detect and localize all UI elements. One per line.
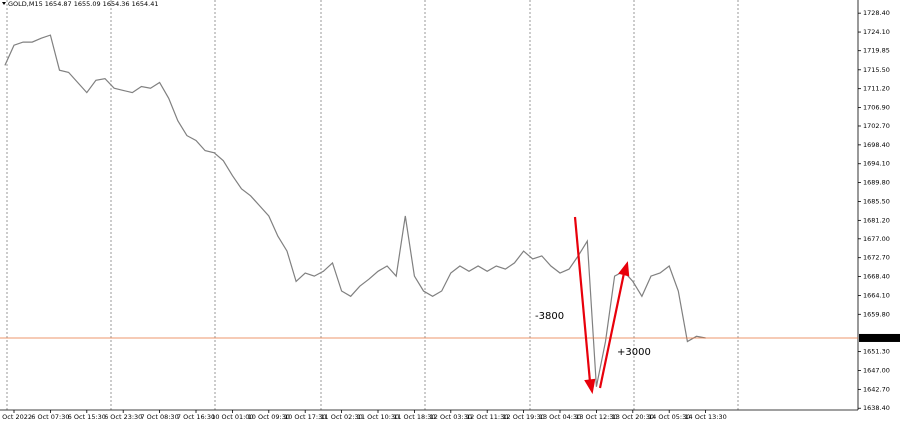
annotation: +3000 bbox=[617, 347, 651, 358]
x-tick-label: 14 Oct 05:30 bbox=[648, 413, 690, 421]
menu-icon[interactable] bbox=[2, 2, 6, 5]
y-tick-label: 1724.10 bbox=[863, 28, 890, 36]
arrow-up bbox=[598, 272, 626, 389]
y-tick-label: 1711.20 bbox=[863, 85, 890, 93]
y-tick-label: 1698.40 bbox=[863, 141, 890, 149]
x-tick-label: 14 Oct 13:30 bbox=[684, 413, 726, 421]
y-tick-label: 1651.30 bbox=[863, 348, 890, 356]
y-tick-label: 1728.40 bbox=[863, 9, 890, 17]
y-tick-label: 1689.80 bbox=[863, 179, 890, 187]
annotation: -3800 bbox=[535, 311, 564, 322]
y-tick-label: 1694.10 bbox=[863, 160, 890, 168]
x-tick-label: 12 Oct 03:30 bbox=[430, 413, 472, 421]
y-tick-label: 1719.85 bbox=[863, 47, 890, 55]
y-tick-label: 1685.50 bbox=[863, 197, 890, 205]
x-tick-label: 6 Oct 15:30 bbox=[68, 413, 106, 421]
period-separators bbox=[6, 0, 739, 410]
current-price-label: 1654.41 bbox=[861, 334, 888, 342]
x-tick-label: 11 Oct 18:30 bbox=[393, 413, 435, 421]
x-tick-label: 13 Oct 20:30 bbox=[612, 413, 654, 421]
y-tick-label: 1659.80 bbox=[863, 310, 890, 318]
y-tick-label: 1706.90 bbox=[863, 104, 890, 112]
arrow-down bbox=[573, 216, 592, 383]
arrows bbox=[573, 216, 630, 395]
x-tick-label: 7 Oct 16:30 bbox=[177, 413, 215, 421]
y-tick-label: 1702.70 bbox=[863, 122, 890, 130]
y-tick-label: 1715.50 bbox=[863, 66, 890, 74]
x-tick-label: 6 Oct 23:30 bbox=[104, 413, 142, 421]
x-tick-label: 11 Oct 10:30 bbox=[357, 413, 399, 421]
y-tick-label: 1638.40 bbox=[863, 404, 890, 412]
arrow-head bbox=[584, 378, 596, 395]
x-tick-label: 13 Oct 12:30 bbox=[575, 413, 617, 421]
chart-header: GOLD,M15 1654.87 1655.09 1654.36 1654.41 bbox=[8, 0, 159, 8]
y-tick-label: 1677.00 bbox=[863, 235, 890, 243]
x-tick-label: 10 Oct 09:30 bbox=[248, 413, 290, 421]
x-tick-label: 5 Oct 2022 bbox=[0, 413, 32, 421]
price-line bbox=[4, 34, 706, 387]
x-tick-label: 11 Oct 02:30 bbox=[320, 413, 362, 421]
x-tick-label: 7 Oct 08:30 bbox=[140, 413, 178, 421]
x-tick-label: 10 Oct 01:00 bbox=[211, 413, 253, 421]
x-tick-label: 13 Oct 04:30 bbox=[539, 413, 581, 421]
y-tick-label: 1672.70 bbox=[863, 254, 890, 262]
x-tick-label: 6 Oct 07:30 bbox=[31, 413, 69, 421]
arrow-head bbox=[618, 261, 630, 277]
current-price-box bbox=[859, 333, 900, 342]
y-tick-label: 1647.00 bbox=[863, 366, 890, 374]
y-tick-label: 1668.40 bbox=[863, 273, 890, 281]
y-tick-label: 1681.20 bbox=[863, 216, 890, 224]
y-tick-label: 1642.70 bbox=[863, 385, 890, 393]
x-tick-label: 12 Oct 19:30 bbox=[502, 413, 544, 421]
x-tick-label: 12 Oct 11:30 bbox=[466, 413, 508, 421]
x-tick-label: 10 Oct 17:30 bbox=[284, 413, 326, 421]
y-tick-label: 1664.10 bbox=[863, 291, 890, 299]
